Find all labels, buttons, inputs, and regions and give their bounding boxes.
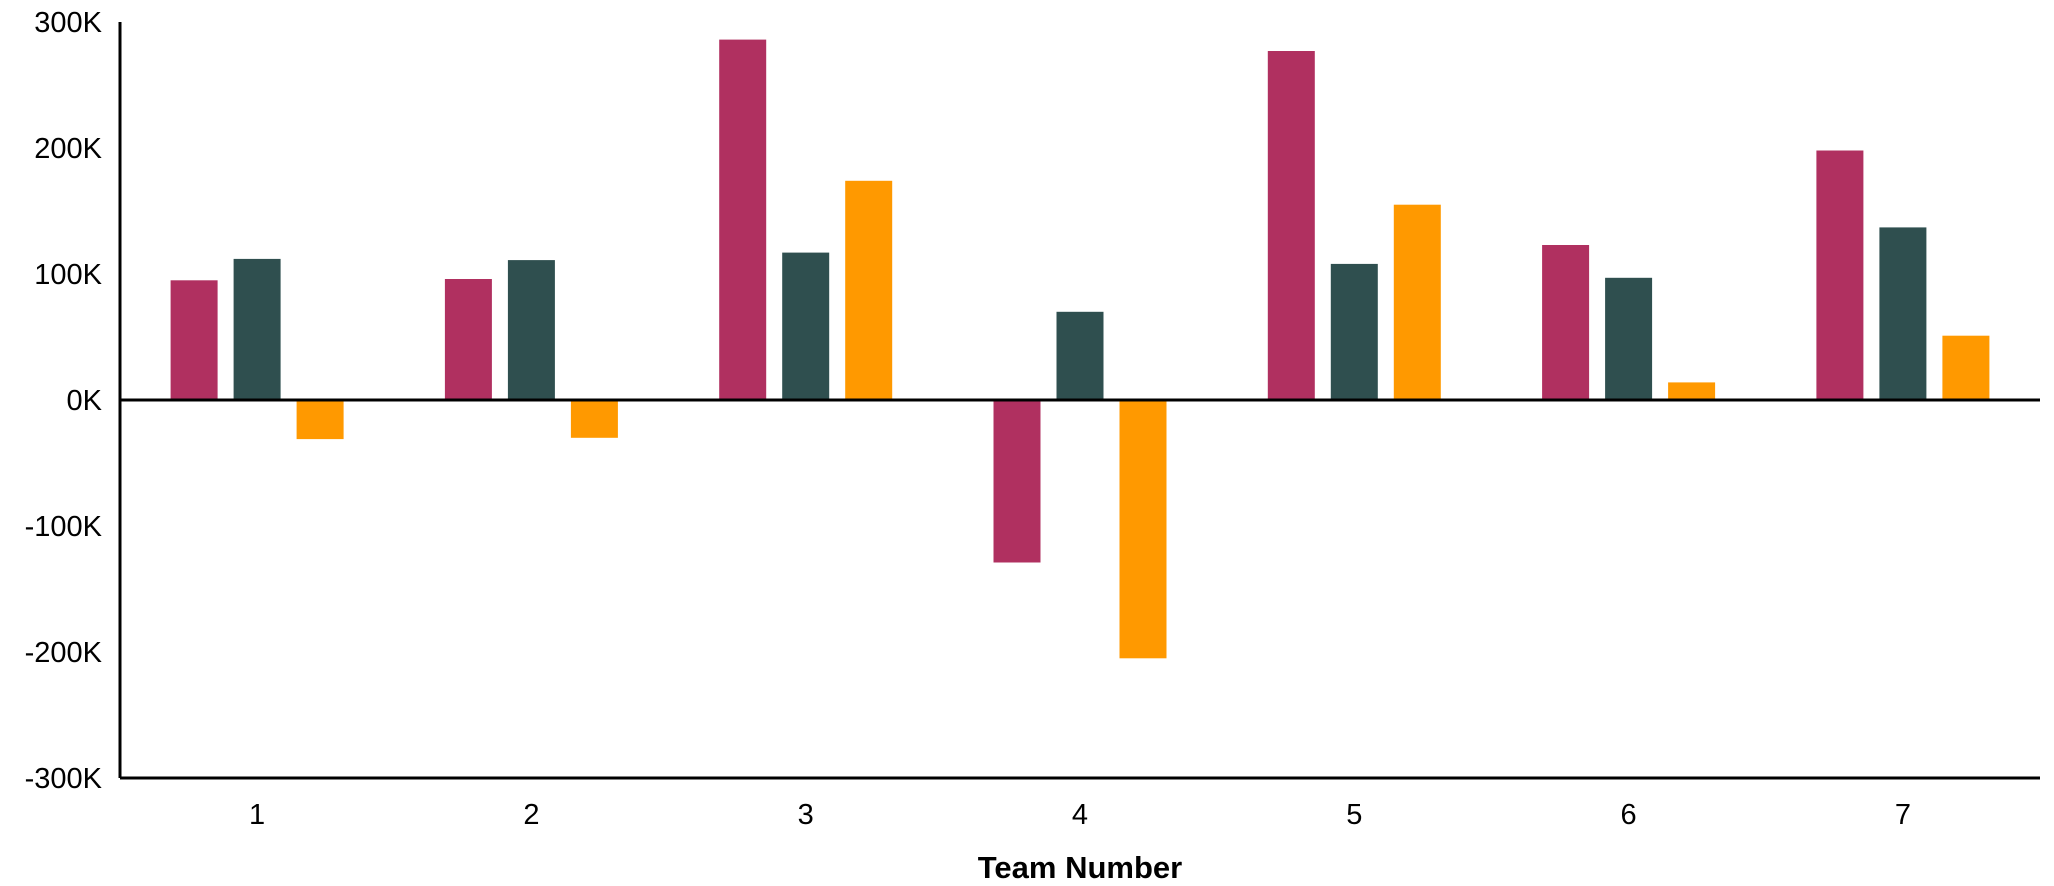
- bar-team-1-series-2: [233, 258, 281, 400]
- bar-team-4-series-3: [1119, 400, 1167, 659]
- bar-team-3-series-2: [782, 252, 830, 400]
- bar-team-3-series-3: [845, 180, 893, 400]
- bar-team-5-series-2: [1330, 263, 1378, 400]
- bar-team-6-series-3: [1668, 382, 1716, 400]
- bar-team-7-series-3: [1942, 335, 1990, 400]
- bar-team-6-series-2: [1605, 277, 1653, 400]
- x-tick-label: 1: [249, 799, 265, 831]
- x-tick-label: 7: [1895, 799, 1911, 831]
- bar-team-2-series-3: [570, 400, 618, 438]
- bar-team-2-series-1: [444, 279, 492, 400]
- bar-team-6-series-1: [1542, 245, 1590, 400]
- y-tick-label: -100K: [25, 511, 103, 543]
- x-tick-label: 6: [1621, 799, 1637, 831]
- y-tick-label: -200K: [25, 637, 103, 669]
- bar-team-7-series-1: [1816, 150, 1864, 400]
- x-tick-label: 3: [798, 799, 814, 831]
- bar-team-7-series-2: [1879, 227, 1927, 400]
- bar-team-4-series-2: [1056, 311, 1104, 400]
- y-tick-label: 200K: [34, 133, 102, 165]
- y-tick-label: 300K: [34, 7, 102, 39]
- bar-team-1-series-3: [296, 400, 344, 440]
- x-tick-label: 2: [523, 799, 539, 831]
- x-tick-label: 4: [1072, 799, 1088, 831]
- y-tick-label: 100K: [34, 259, 102, 291]
- bar-team-2-series-2: [507, 260, 555, 400]
- bar-team-5-series-3: [1393, 204, 1441, 400]
- x-axis-title: Team Number: [978, 850, 1182, 885]
- bar-team-5-series-1: [1267, 51, 1315, 400]
- bars-layer: [170, 39, 1990, 659]
- x-tick-label: 5: [1346, 799, 1362, 831]
- bar-team-4-series-1: [993, 400, 1041, 563]
- y-tick-labels: 300K 200K 100K 0K -100K -200K -300K: [25, 7, 103, 795]
- x-tick-labels: 1 2 3 4 5 6 7: [249, 799, 1911, 831]
- bar-team-3-series-1: [719, 39, 767, 400]
- bar-team-1-series-1: [170, 280, 218, 400]
- y-tick-label: 0K: [67, 385, 103, 417]
- y-tick-label: -300K: [25, 763, 103, 795]
